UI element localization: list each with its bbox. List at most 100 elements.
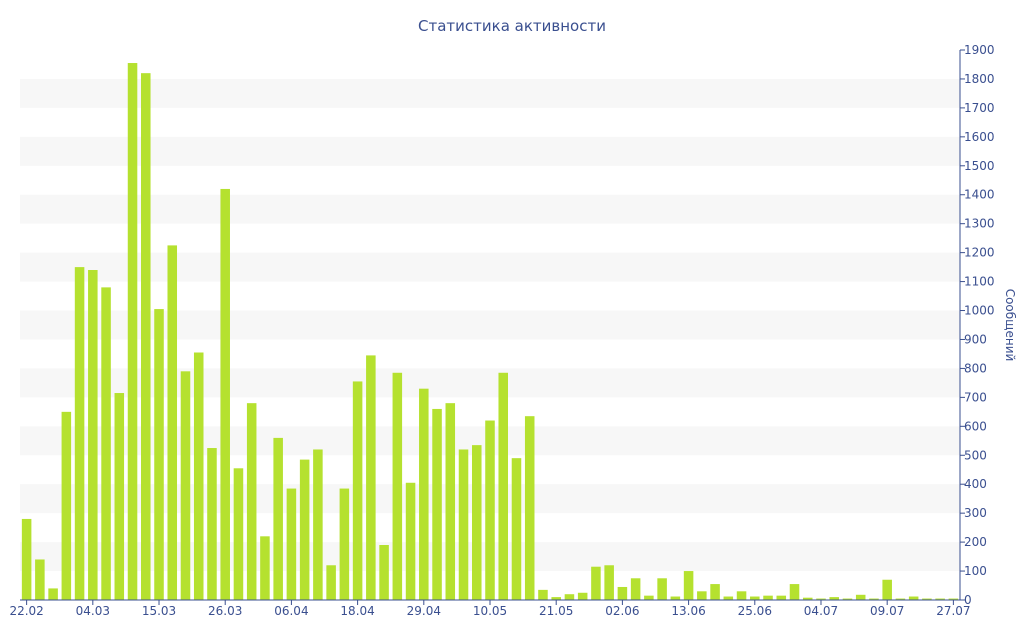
bar[interactable] [141, 73, 151, 600]
y-tick-label: 1400 [964, 188, 995, 202]
bar[interactable] [35, 559, 45, 600]
x-tick-label: 15.03 [142, 604, 176, 618]
bar[interactable] [167, 245, 178, 601]
bar[interactable] [630, 578, 641, 600]
bar[interactable] [326, 565, 336, 600]
bar[interactable] [816, 598, 826, 600]
bar[interactable] [419, 388, 429, 600]
bar[interactable] [154, 309, 164, 600]
bar[interactable] [246, 403, 257, 600]
bar[interactable] [538, 589, 548, 600]
bar[interactable] [683, 571, 694, 600]
bar[interactable] [710, 584, 720, 600]
bar[interactable] [260, 536, 270, 600]
bar[interactable] [114, 393, 125, 600]
x-tick-label: 27.07 [936, 604, 970, 618]
bar[interactable] [551, 597, 561, 600]
bar[interactable] [511, 458, 522, 600]
bar[interactable] [789, 584, 800, 600]
bar[interactable] [74, 267, 85, 600]
bar[interactable] [392, 372, 403, 600]
x-tick-label: 04.03 [76, 604, 110, 618]
bar[interactable] [366, 355, 376, 600]
bar[interactable] [736, 591, 747, 600]
y-tick-label: 100 [964, 564, 987, 578]
bar[interactable] [339, 488, 350, 600]
bar[interactable] [591, 566, 601, 600]
bar[interactable] [723, 596, 734, 600]
bar[interactable] [193, 352, 204, 601]
bar[interactable] [48, 588, 58, 600]
bar[interactable] [101, 287, 111, 600]
bar[interactable] [88, 270, 98, 600]
bar[interactable] [273, 437, 283, 600]
bar[interactable] [21, 518, 32, 600]
bar[interactable] [313, 449, 323, 600]
bar-series [21, 63, 959, 601]
bar[interactable] [405, 482, 416, 600]
grid-band [20, 136, 960, 166]
x-tick-label: 21.05 [539, 604, 573, 618]
bar[interactable] [220, 188, 230, 600]
bar[interactable] [829, 597, 839, 600]
bar[interactable] [776, 595, 787, 600]
x-tick-label: 13.06 [671, 604, 705, 618]
bar[interactable] [127, 63, 138, 601]
bar[interactable] [750, 596, 760, 600]
bar[interactable] [935, 598, 945, 600]
y-tick-label: 300 [964, 506, 987, 520]
bar[interactable] [352, 381, 363, 600]
x-tick-label: 29.04 [407, 604, 441, 618]
bar[interactable] [657, 578, 667, 600]
bar[interactable] [604, 565, 614, 600]
y-tick-label: 900 [964, 332, 987, 346]
y-tick-label: 500 [964, 448, 987, 462]
bar[interactable] [763, 595, 773, 600]
bar[interactable] [802, 597, 813, 600]
x-tick-label: 04.07 [804, 604, 838, 618]
x-tick-label: 10.05 [473, 604, 507, 618]
y-tick-label: 1800 [964, 72, 995, 86]
bar[interactable] [577, 592, 588, 600]
bar[interactable] [445, 403, 456, 600]
bar[interactable] [564, 594, 575, 600]
y-tick-label: 0 [964, 593, 972, 607]
bar[interactable] [697, 591, 707, 600]
bar[interactable] [180, 371, 191, 600]
bar[interactable] [922, 598, 932, 600]
grid-band [20, 252, 960, 282]
bar[interactable] [617, 586, 628, 600]
bar[interactable] [379, 545, 389, 600]
x-tick-label: 06.04 [274, 604, 308, 618]
bar[interactable] [471, 445, 482, 600]
bar[interactable] [644, 595, 654, 600]
y-tick-label: 800 [964, 361, 987, 375]
y-axis-ticks: 0 100 200 300 400 500 600 700 800 900 1000 1100 1200… [960, 43, 995, 607]
bar[interactable] [485, 420, 495, 600]
bar[interactable] [432, 408, 442, 600]
bar[interactable] [842, 598, 853, 600]
y-tick-label: 1500 [964, 159, 995, 173]
y-tick-label: 1100 [964, 275, 995, 289]
bar[interactable] [498, 372, 509, 600]
x-tick-label: 26.03 [208, 604, 242, 618]
bar[interactable] [670, 596, 681, 600]
bar[interactable] [524, 416, 535, 600]
bar[interactable] [908, 596, 919, 600]
x-tick-label: 09.07 [870, 604, 904, 618]
x-tick-label: 22.02 [9, 604, 43, 618]
y-tick-label: 200 [964, 535, 987, 549]
y-axis-label: Сообщений [1003, 289, 1017, 362]
bar[interactable] [895, 598, 906, 600]
bar[interactable] [61, 411, 72, 600]
bar[interactable] [869, 598, 879, 600]
bar[interactable] [855, 594, 866, 600]
bar[interactable] [948, 598, 959, 600]
bar[interactable] [299, 459, 310, 600]
bar[interactable] [458, 449, 469, 600]
bar[interactable] [286, 488, 297, 600]
bar[interactable] [882, 579, 892, 600]
bar[interactable] [233, 468, 244, 600]
bar[interactable] [207, 448, 217, 600]
chart-title: Статистика активности [418, 17, 606, 35]
